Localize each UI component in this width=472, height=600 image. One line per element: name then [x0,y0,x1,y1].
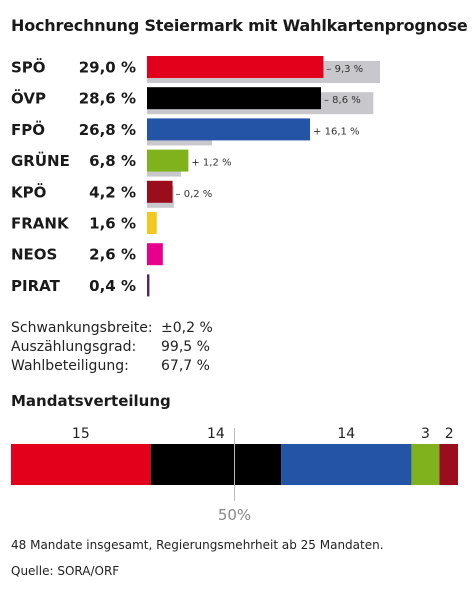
seat-count-label: 14 [337,426,355,442]
current-result-bar [147,56,324,78]
party-label: SPÖ [11,58,46,77]
seat-section-title: Mandatsverteilung [11,392,171,410]
stat-label: Schwankungsbreite: [11,320,153,336]
stat-value: ±0,2 % [161,320,213,336]
change-label: – 0,2 % [176,189,213,200]
stat-label: Wahlbeteiligung: [11,358,129,374]
value-label: 4,2 % [89,183,136,201]
stat-value: 67,7 % [161,358,210,374]
party-bars: SPÖ 29,0 % – 9,3 % ÖVP 28,6 % – 8,6 % FPÖ 26,8 … [11,56,380,297]
seat-segment [11,444,151,485]
party-label: ÖVP [11,89,46,108]
seat-segment [411,444,440,485]
chart-title: Hochrechnung Steiermark mit Wahlkartenpr… [11,16,468,35]
seat-count-label: 14 [207,426,225,442]
current-result-bar [147,212,157,234]
midline-label: 50% [218,506,251,524]
change-label: + 1,2 % [191,158,231,169]
current-result-bar [147,274,150,297]
value-label: 1,6 % [89,215,136,233]
party-label: PIRAT [11,277,61,295]
seat-distribution: 15 14 14 3 2 50% [11,426,458,524]
election-stats: Schwankungsbreite: ±0,2 % Auszählungsgra… [11,319,213,376]
party-label: KPÖ [11,182,46,201]
value-label: 6,8 % [89,152,136,170]
source-note: Quelle: SORA/ORF [11,564,120,578]
party-label: GRÜNE [11,151,70,170]
footnote: 48 Mandate insgesamt, Regierungsmehrheit… [11,538,384,552]
value-label: 26,8 % [79,121,136,139]
seat-count-label: 15 [72,426,90,442]
stat-label: Auszählungsgrad: [11,339,137,355]
stat-value: 99,5 % [161,339,210,355]
stat-row-schwankungsbreite: Schwankungsbreite: ±0,2 % [11,319,213,338]
seat-count-label: 3 [421,426,430,442]
current-result-bar [147,118,311,141]
party-label: NEOS [11,246,57,264]
change-label: – 8,6 % [324,95,361,106]
value-label: 29,0 % [79,59,136,77]
current-result-bar [147,87,321,110]
current-result-bar [147,180,173,203]
seat-count-label: 2 [445,426,454,442]
seat-segment [439,444,458,485]
stat-row-wahlbeteiligung: Wahlbeteiligung: 67,7 % [11,357,213,376]
seat-segment [281,444,412,485]
change-label: – 9,3 % [326,64,363,75]
value-label: 2,6 % [89,246,136,264]
current-result-bar [147,149,189,172]
value-label: 0,4 % [89,277,136,295]
change-label: + 16,1 % [313,126,360,137]
current-result-bar [147,243,163,266]
value-label: 28,6 % [79,90,136,108]
seat-segment [150,444,282,485]
party-label: FRANK [11,215,70,233]
stat-row-auszaehlungsgrad: Auszählungsgrad: 99,5 % [11,338,213,357]
party-label: FPÖ [11,120,45,139]
